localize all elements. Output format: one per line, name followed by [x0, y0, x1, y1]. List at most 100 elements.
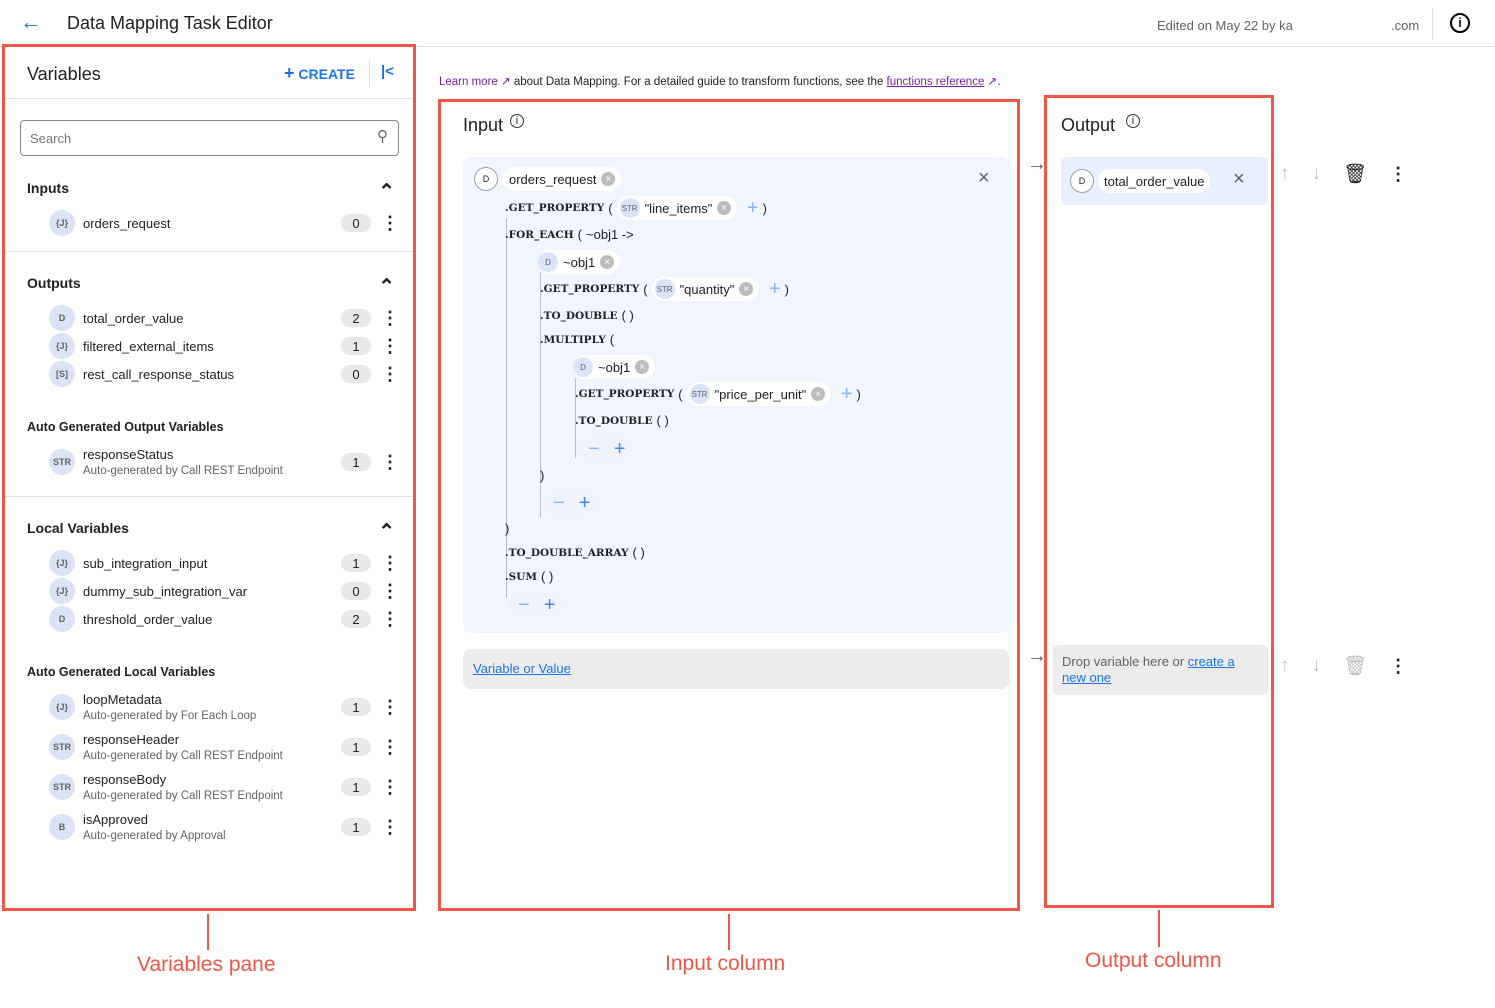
variable-row[interactable]: [S] rest_call_response_status 0 ⋮ [27, 360, 413, 388]
variable-text: dummy_sub_integration_var [83, 584, 341, 599]
create-button[interactable]: + CREATE [284, 63, 355, 84]
variable-or-value-link[interactable]: Variable or Value [473, 661, 571, 676]
minus-icon[interactable]: − [588, 437, 600, 460]
more-options-icon[interactable]: ⋮ [381, 697, 399, 717]
more-options-icon[interactable]: ⋮ [381, 336, 399, 356]
variable-row[interactable]: {J} dummy_sub_integration_var 0 ⋮ [27, 577, 413, 605]
move-down-icon[interactable]: ↓ [1311, 163, 1322, 184]
more-options-icon[interactable]: ⋮ [381, 308, 399, 328]
move-up-icon[interactable]: ↑ [1280, 655, 1290, 676]
more-options-icon[interactable]: ⋮ [381, 817, 399, 837]
close-icon[interactable]: × [978, 167, 990, 189]
output-variable-chip[interactable]: total_order_value [1098, 169, 1211, 193]
collapse-pane-icon[interactable]: |< [381, 63, 394, 80]
variable-text: total_order_value [83, 311, 341, 326]
variable-row[interactable]: {J} filtered_external_items 1 ⋮ [27, 332, 413, 360]
remove-icon[interactable]: × [811, 387, 826, 401]
remove-icon[interactable]: × [601, 172, 616, 186]
more-options-icon[interactable]: ⋮ [1389, 164, 1408, 184]
chevron-up-icon[interactable]: ⌃ [378, 521, 395, 543]
search-placeholder: Search [30, 131, 72, 146]
more-options-icon[interactable]: ⋮ [381, 213, 399, 233]
minus-icon[interactable]: − [553, 491, 565, 514]
more-options-icon[interactable]: ⋮ [381, 452, 399, 472]
more-options-icon[interactable]: ⋮ [381, 581, 399, 601]
variable-row[interactable]: STR responseBody Auto-generated by Call RE… [27, 767, 413, 807]
usage-count: 1 [341, 453, 371, 471]
info-icon[interactable]: i [1450, 13, 1470, 33]
variable-row[interactable]: STR responseHeader Auto-generated by Call … [27, 727, 413, 767]
variable-row[interactable]: STR responseStatus Auto-generated by Call … [27, 442, 413, 482]
more-options-icon[interactable]: ⋮ [381, 364, 399, 384]
function-get-property[interactable]: .GET_PROPERTY [540, 283, 640, 295]
chevron-up-icon[interactable]: ⌃ [378, 276, 395, 298]
variable-chip[interactable]: D ~obj1 × [573, 355, 656, 379]
output-drop-zone[interactable]: Drop variable here or create a new one [1053, 645, 1268, 695]
variable-text: responseHeader Auto-generated by Call RES… [83, 732, 341, 762]
add-icon[interactable]: + [741, 197, 759, 219]
paren: ( [577, 227, 583, 242]
function-to-double[interactable]: .TO_DOUBLE [575, 414, 653, 427]
functions-reference-link[interactable]: functions reference [886, 76, 985, 88]
more-options-icon[interactable]: ⋮ [381, 737, 399, 757]
more-options-icon[interactable]: ⋮ [381, 553, 399, 573]
value-chip[interactable]: STR "price_per_unit" × [686, 382, 832, 406]
lambda-arg: ~obj1 -> [586, 227, 634, 242]
variable-row[interactable]: {J} orders_request 0 ⋮ [27, 209, 413, 237]
delete-icon[interactable]: 🗑 [1343, 656, 1368, 677]
type-badge-d: D [573, 357, 593, 377]
close-icon[interactable]: × [1233, 168, 1245, 190]
type-badge-str: STR [654, 279, 675, 299]
remove-icon[interactable]: × [717, 201, 732, 215]
plus-icon[interactable]: + [613, 437, 626, 460]
remove-icon[interactable]: × [739, 282, 754, 296]
annotation-input-column: Input column [665, 952, 786, 975]
function-to-double[interactable]: .TO_DOUBLE [540, 309, 618, 322]
remove-icon[interactable]: × [635, 360, 650, 374]
info-icon[interactable]: i [510, 114, 524, 128]
more-options-icon[interactable]: ⋮ [1389, 656, 1408, 676]
remove-icon[interactable]: × [600, 255, 615, 269]
function-sum[interactable]: .SUM [505, 570, 538, 583]
search-input[interactable]: Search ⚲ [20, 120, 399, 156]
plus-icon[interactable]: + [578, 491, 591, 514]
section-items: {J} orders_request 0 ⋮ [27, 209, 413, 237]
move-down-icon[interactable]: ↓ [1311, 655, 1322, 676]
variable-chip[interactable]: D ~obj1 × [538, 250, 621, 274]
top-bar: ← Data Mapping Task Editor Edited on May… [0, 0, 1495, 47]
variable-name: filtered_external_items [83, 338, 214, 354]
delete-icon[interactable]: 🗑 [1343, 164, 1368, 185]
more-options-icon[interactable]: ⋮ [381, 777, 399, 797]
value-chip[interactable]: STR "quantity" × [651, 277, 760, 301]
back-arrow-icon[interactable]: ← [20, 9, 42, 34]
function-for-each[interactable]: .FOR_EACH [505, 228, 574, 241]
learn-more-link[interactable]: Learn more [439, 76, 498, 88]
function-to-double-array[interactable]: .TO_DOUBLE_ARRAY [505, 546, 629, 559]
add-icon[interactable]: + [835, 383, 853, 405]
variable-row[interactable]: {J} sub_integration_input 1 ⋮ [27, 549, 413, 577]
function-get-property[interactable]: .GET_PROPERTY [575, 388, 675, 400]
plus-icon[interactable]: + [543, 593, 556, 616]
variable-chip[interactable]: orders_request × [502, 167, 622, 191]
move-up-icon[interactable]: ↑ [1280, 163, 1290, 184]
value-chip[interactable]: STR "line_items" × [616, 196, 738, 220]
variable-row[interactable]: {J} loopMetadata Auto-generated by For Eac… [27, 687, 413, 727]
chevron-up-icon[interactable]: ⌃ [378, 181, 395, 203]
add-icon[interactable]: + [763, 278, 781, 300]
section-header[interactable]: Inputs ⌃ [27, 171, 413, 205]
more-options-icon[interactable]: ⋮ [381, 609, 399, 629]
create-new-link[interactable]: create a new one [1062, 654, 1235, 685]
section-header[interactable]: Outputs ⌃ [27, 266, 413, 300]
minus-icon[interactable]: − [518, 593, 530, 616]
section-header[interactable]: Local Variables ⌃ [27, 511, 413, 545]
function-get-property[interactable]: .GET_PROPERTY [505, 202, 605, 214]
variable-text: orders_request [83, 216, 341, 231]
info-text: about Data Mapping. For a detailed guide… [513, 76, 884, 88]
function-multiply[interactable]: .MULTIPLY [540, 333, 606, 346]
info-icon[interactable]: i [1126, 114, 1140, 128]
variable-or-value-input[interactable]: Variable or Value [463, 649, 1009, 689]
